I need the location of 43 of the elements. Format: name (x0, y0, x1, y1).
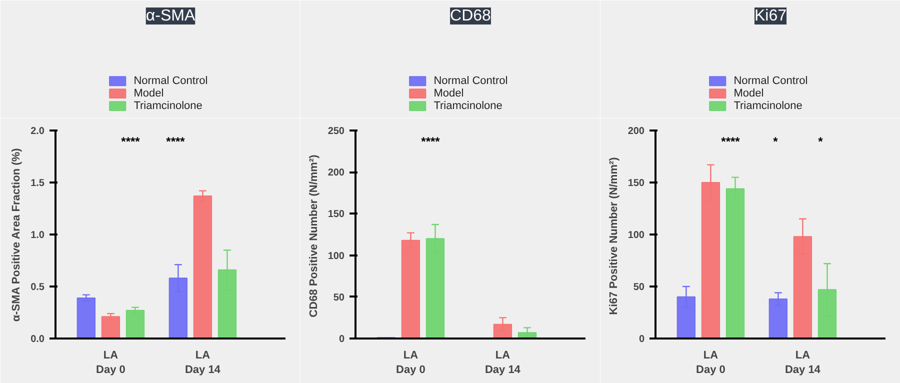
annotation: **** (421, 134, 440, 148)
annotation: * (818, 134, 824, 148)
chart-title: α-SMA (146, 8, 196, 24)
y-tick-label: 2.0 (30, 126, 45, 137)
y-tick-label: 0.0 (30, 334, 45, 345)
legend-label: Triamcinolone (434, 100, 502, 112)
annotation: **** (721, 134, 740, 148)
x-tick-label: LA Day 0 (696, 350, 726, 376)
y-tick-label: 150 (628, 178, 645, 189)
y-tick-label: 0 (338, 334, 345, 345)
y-tick-label: 200 (328, 168, 345, 179)
annotation: **** (166, 134, 186, 148)
legend-label: Model (734, 88, 764, 100)
legend-label: Normal Control (134, 75, 208, 88)
legend-label: Normal Control (734, 75, 808, 88)
y-tick-label: 50 (633, 282, 645, 293)
y-tick-label: 250 (328, 126, 345, 137)
legend-label: Model (434, 88, 464, 100)
legend-label: Model (134, 88, 164, 100)
y-tick-label: 150 (328, 209, 345, 220)
y-axis-title: α-SMA Positive Area Fraction (%) (10, 148, 23, 322)
x-tick-label: LA Day 14 (184, 350, 222, 376)
y-axis-title: CD68 Positive Number (N/mm²) (308, 154, 320, 318)
y-tick-label: 100 (628, 230, 645, 241)
y-tick-label: 1.0 (30, 230, 45, 241)
y-tick-label: 100 (328, 250, 345, 262)
legend-label: Normal Control (434, 75, 508, 88)
annotation: **** (121, 134, 140, 148)
y-tick-label: 0 (638, 334, 645, 345)
y-tick-label: 1.5 (30, 178, 45, 189)
y-tick-label: 50 (333, 292, 345, 304)
x-tick-label: LA Day 0 (396, 350, 426, 376)
chart-title: CD68 (450, 8, 492, 24)
legend-label: Triamcinolone (734, 100, 802, 112)
y-tick-label: 200 (628, 126, 645, 137)
x-tick-label: LA Day 14 (784, 350, 822, 376)
x-tick-label: LA Day 0 (96, 350, 126, 376)
y-axis-title: Ki67 Positive Number (N/mm²) (608, 156, 620, 315)
chart-title: Ki67 (754, 8, 787, 24)
legend-label: Triamcinolone (134, 100, 202, 112)
y-tick-label: 0.5 (30, 282, 45, 293)
x-tick-label: LA Day 14 (484, 350, 522, 376)
annotation: * (773, 134, 778, 148)
